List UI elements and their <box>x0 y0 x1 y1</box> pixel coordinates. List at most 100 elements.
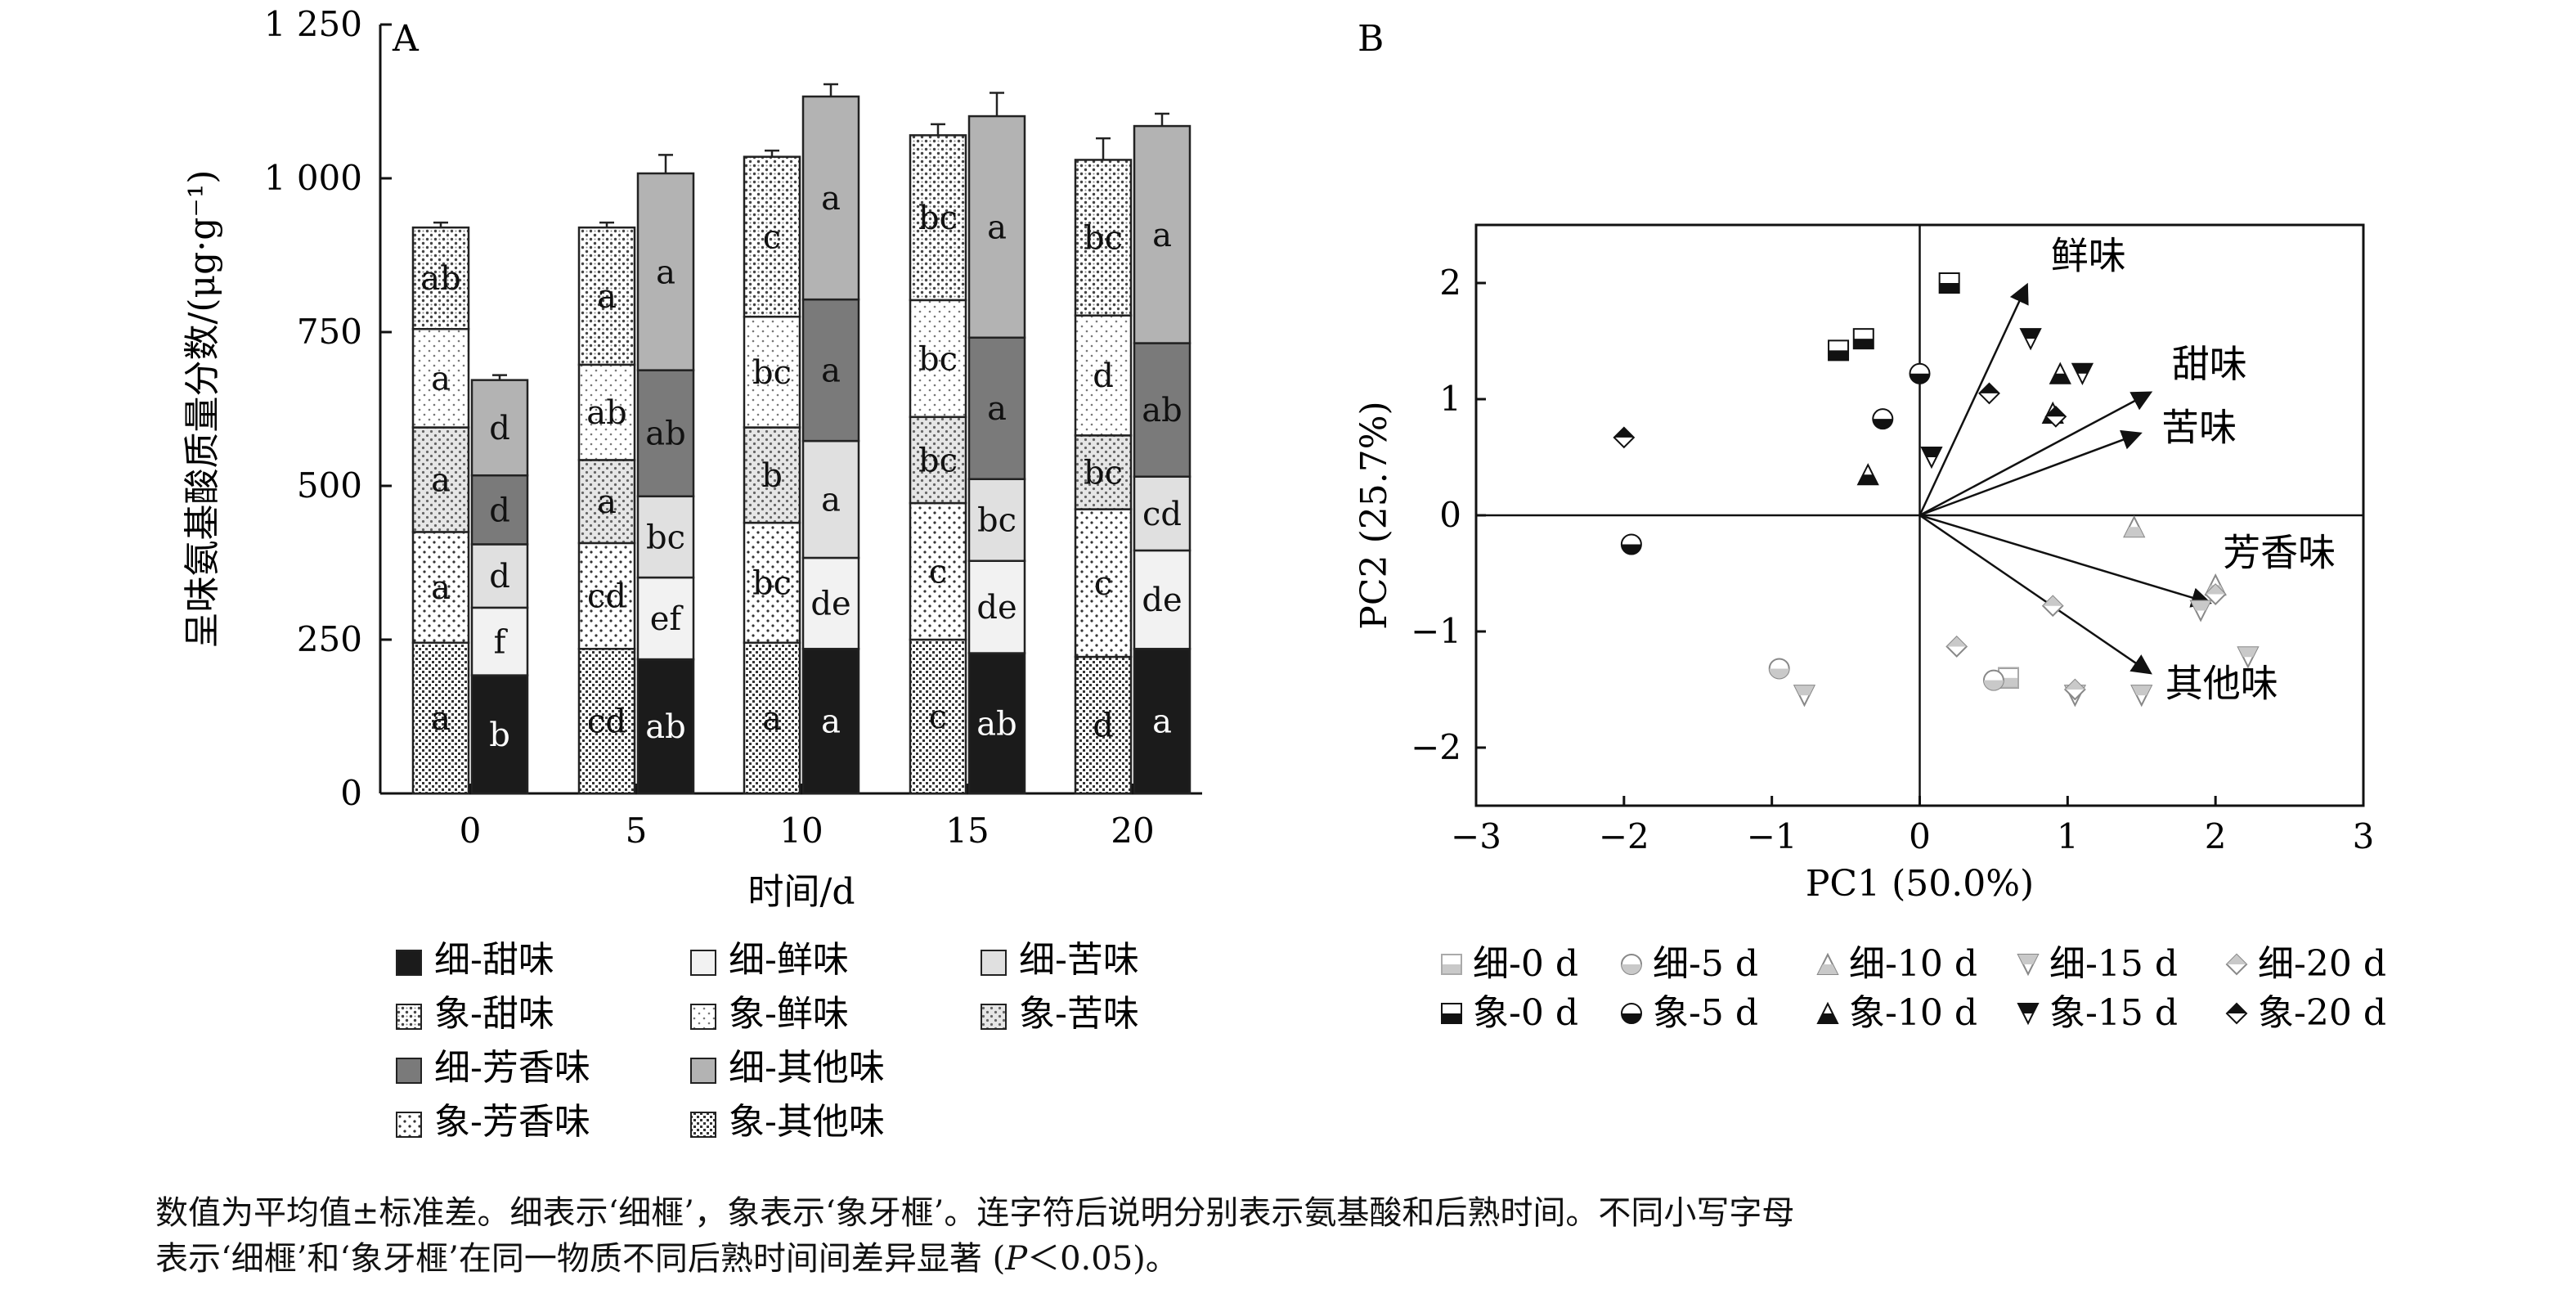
pca-point <box>1793 685 1816 708</box>
panel-label-a: A <box>392 18 420 60</box>
marker-half <box>1769 668 1789 679</box>
x-tick-label-b: 2 <box>2205 816 2227 856</box>
y-tick-label-b: 2 <box>1439 263 1461 303</box>
legend-b: 细-0 d 细-5 d 细-10 d 细-15 d 细-20 d 象-0 d 象-5 d 象-… <box>1441 943 2386 1034</box>
legend-swatch <box>396 1112 422 1138</box>
legend-swatch <box>396 1058 422 1084</box>
significance-letter: a <box>597 278 617 316</box>
bar-segment <box>577 226 636 366</box>
x-tick-label-b: 0 <box>1909 816 1931 856</box>
legend-marker <box>2225 1002 2248 1025</box>
significance-letter: d <box>1093 708 1114 745</box>
significance-letter: bc <box>918 442 958 479</box>
bar-segment <box>1133 342 1192 478</box>
legend-label: 细-芳香味 <box>434 1047 590 1089</box>
significance-letter: a <box>821 180 841 218</box>
significance-letter: c <box>763 218 781 256</box>
bar-segment <box>470 474 529 546</box>
y-tick-label-b: −1 <box>1411 611 1461 651</box>
loading-label: 甜味 <box>2172 342 2247 386</box>
significance-letter: b <box>761 457 783 495</box>
marker-half <box>2018 955 2038 964</box>
pca-point <box>2019 328 2042 351</box>
x-tick-label-a: 10 <box>779 811 823 851</box>
legend-swatch <box>396 1004 422 1030</box>
legend-label: 象-其他味 <box>729 1101 885 1143</box>
significance-letter: a <box>821 353 841 390</box>
pca-point <box>2237 646 2260 669</box>
marker-half <box>1621 544 1641 555</box>
pca-point <box>2204 583 2227 605</box>
pca-point <box>2189 600 2212 622</box>
significance-letter: bc <box>977 502 1016 540</box>
marker-half <box>1818 964 1838 974</box>
caption-line-2: 表示‘细榧’和‘象牙榧’在同一物质不同后熟时间间差异显著 (P＜0.05)。 <box>155 1236 2560 1282</box>
significance-letter: ab <box>645 416 685 453</box>
x-tick-label-b: 3 <box>2353 816 2375 856</box>
caption-p-value-symbol: P <box>1005 1240 1028 1278</box>
significance-letter: a <box>762 700 782 738</box>
significance-letter: d <box>489 410 510 447</box>
panel-b: −3 −2 −1 0 1 2 3 −2 −1 0 1 2 PC1 (50.0%) PC2 (25.7%) 鲜… <box>1353 223 2375 905</box>
significance-letter: ab <box>976 705 1016 743</box>
marker-half <box>1910 373 1930 384</box>
significance-letter: ab <box>645 708 685 746</box>
significance-letter: d <box>489 492 510 529</box>
bar-segment <box>1074 159 1133 317</box>
legend-label: 象-芳香味 <box>434 1101 590 1143</box>
pca-point <box>2041 595 2064 618</box>
significance-letter: bc <box>752 564 792 602</box>
bar-segment <box>1074 508 1133 658</box>
pca-point <box>1938 272 1960 294</box>
significance-letter: bc <box>918 200 958 237</box>
marker-half <box>1853 339 1874 349</box>
pca-point <box>1828 339 1850 362</box>
y-tick-label-b: 0 <box>1439 495 1461 535</box>
significance-letter: a <box>1152 703 1172 741</box>
bar-segment <box>1074 314 1133 437</box>
pca-point <box>1909 362 1931 384</box>
x-tick-label-a: 5 <box>626 811 648 851</box>
bar-segment <box>1074 655 1133 795</box>
bar-segment <box>470 379 529 477</box>
marker-edge <box>1441 954 1462 975</box>
bar-segment <box>636 576 695 661</box>
legend-swatch <box>981 1004 1007 1030</box>
legend-label: 细-甜味 <box>434 939 554 981</box>
significance-letter: c <box>929 554 947 591</box>
bar-segment <box>801 648 860 795</box>
legend-label: 细-10 d <box>1849 943 1977 985</box>
figure-caption: 数值为平均值±标准差。细表示‘细榧’，象表示‘象牙榧’。连字符后说明分别表示氨基… <box>155 1190 2560 1282</box>
legend-label: 象-10 d <box>1849 992 1977 1034</box>
marker-half <box>2045 407 2066 417</box>
bar-segment <box>636 369 695 498</box>
legend-marker <box>1816 1001 1839 1024</box>
significance-letter: bc <box>1084 454 1123 492</box>
bar-segment <box>743 315 801 429</box>
marker-half <box>1873 419 1893 429</box>
bar-segment <box>636 172 695 371</box>
marker-half <box>1442 1013 1461 1023</box>
x-axis-title-a: 时间/d <box>748 871 855 913</box>
pca-point <box>2071 362 2094 385</box>
marker-half <box>2043 595 2063 606</box>
significance-letter: a <box>821 482 841 519</box>
legend-label: 细-15 d <box>2049 943 2178 985</box>
significance-letter: ab <box>586 394 626 432</box>
significance-letter: bc <box>1084 220 1123 258</box>
bar-segment <box>743 155 801 318</box>
bar-segment <box>1133 475 1192 552</box>
pca-point <box>1768 658 1790 680</box>
legend-label: 细-其他味 <box>729 1047 885 1089</box>
bar-segment <box>909 299 967 419</box>
legend-label: 象-甜味 <box>434 993 554 1035</box>
pca-point <box>2130 685 2153 708</box>
pca-point <box>1945 636 1968 658</box>
bar-segment <box>636 495 695 579</box>
significance-letter: c <box>1094 565 1112 603</box>
x-tick-label-a: 20 <box>1111 811 1154 851</box>
bar-segment <box>577 648 636 795</box>
marker-half <box>2021 329 2041 339</box>
legend-swatch <box>396 950 422 976</box>
